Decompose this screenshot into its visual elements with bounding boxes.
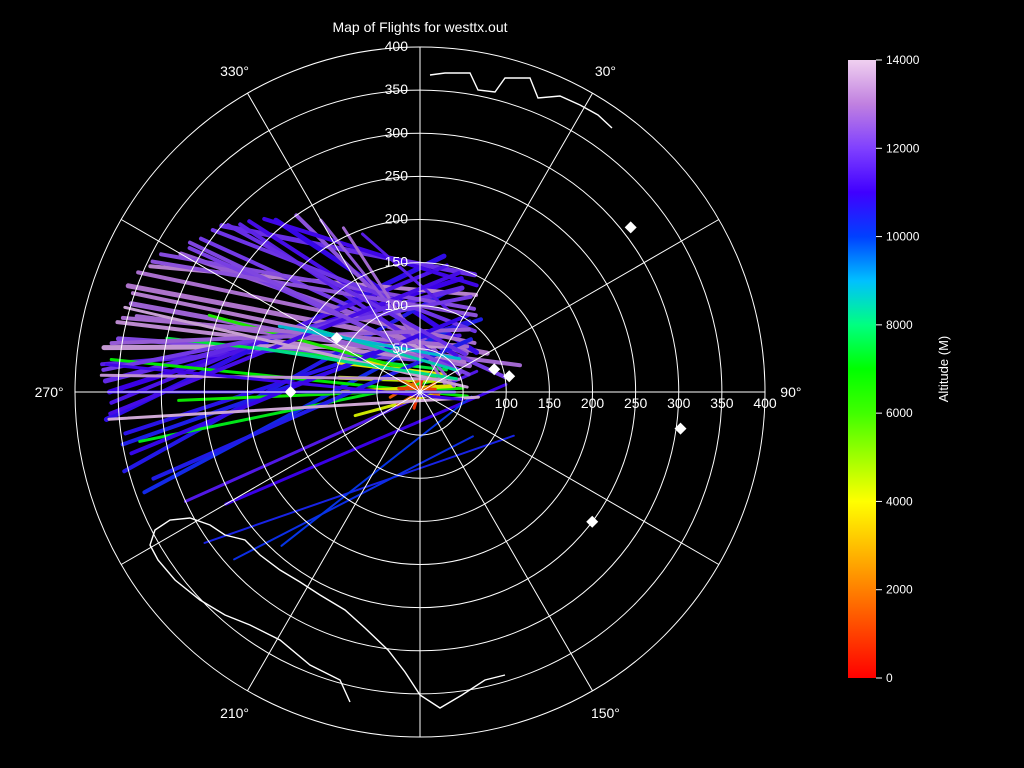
radial-tick-label: 100 xyxy=(495,395,519,411)
radial-tick-label: 150 xyxy=(538,395,562,411)
radial-tick-label: 400 xyxy=(753,395,777,411)
angle-tick-label: 270° xyxy=(35,384,64,400)
radial-tick-label: 350 xyxy=(385,81,409,97)
radial-tick-label: 400 xyxy=(385,38,409,54)
radial-tick-label: 350 xyxy=(710,395,734,411)
colorbar-tick-label: 2000 xyxy=(886,583,913,597)
colorbar-tick-label: 10000 xyxy=(886,230,920,244)
colorbar-tick-label: 0 xyxy=(886,671,893,685)
radial-tick-label: 300 xyxy=(385,124,409,140)
colorbar-tick-label: 8000 xyxy=(886,318,913,332)
colorbar-tick-label: 14000 xyxy=(886,53,920,67)
radial-tick-label: 200 xyxy=(385,211,409,227)
radial-tick-label: 300 xyxy=(667,395,691,411)
radial-tick-label: 250 xyxy=(385,167,409,183)
radial-tick-label: 150 xyxy=(385,254,409,270)
colorbar-gradient xyxy=(848,60,876,678)
colorbar-tick-label: 12000 xyxy=(886,141,920,155)
angle-tick-label: 90° xyxy=(780,384,801,400)
polar-flight-chart: Map of Flights for westtx.out 50 100 100 15… xyxy=(0,0,1024,768)
colorbar-tick-label: 6000 xyxy=(886,406,913,420)
angle-tick-label: 150° xyxy=(591,705,620,721)
colorbar-label: Altitude (M) xyxy=(936,336,951,402)
colorbar-tick-label: 4000 xyxy=(886,494,913,508)
radial-tick-label: 200 xyxy=(581,395,605,411)
radial-tick-label: 250 xyxy=(624,395,648,411)
radial-tick-label: 50 xyxy=(392,340,408,356)
angle-tick-label: 30° xyxy=(595,63,616,79)
angle-tick-label: 210° xyxy=(220,705,249,721)
radial-tick-label: 100 xyxy=(385,297,409,313)
angle-tick-label: 330° xyxy=(220,63,249,79)
chart-title: Map of Flights for westtx.out xyxy=(332,19,507,35)
